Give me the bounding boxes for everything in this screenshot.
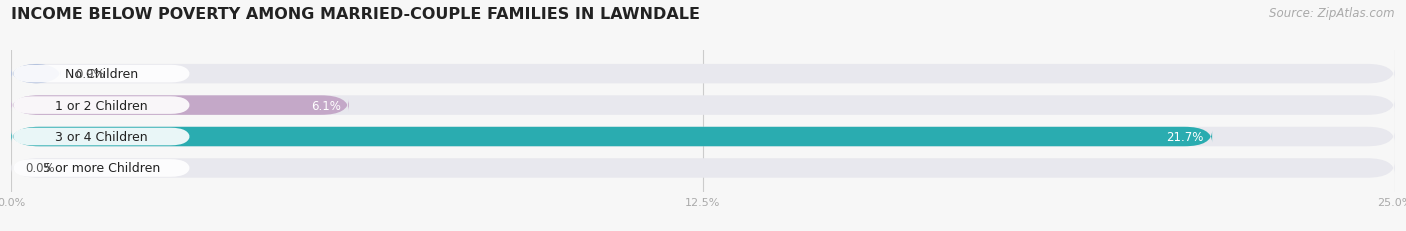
FancyBboxPatch shape (13, 159, 190, 177)
Text: 6.1%: 6.1% (311, 99, 340, 112)
FancyBboxPatch shape (13, 66, 190, 83)
FancyBboxPatch shape (13, 97, 190, 114)
FancyBboxPatch shape (11, 127, 1395, 147)
FancyBboxPatch shape (11, 65, 1395, 84)
Text: No Children: No Children (65, 68, 138, 81)
FancyBboxPatch shape (11, 96, 1395, 115)
Text: INCOME BELOW POVERTY AMONG MARRIED-COUPLE FAMILIES IN LAWNDALE: INCOME BELOW POVERTY AMONG MARRIED-COUPL… (11, 7, 700, 22)
Text: 5 or more Children: 5 or more Children (42, 162, 160, 175)
Text: 0.0%: 0.0% (25, 162, 55, 175)
Text: Source: ZipAtlas.com: Source: ZipAtlas.com (1270, 7, 1395, 20)
FancyBboxPatch shape (11, 127, 1212, 147)
FancyBboxPatch shape (11, 96, 349, 115)
FancyBboxPatch shape (13, 128, 190, 146)
Text: 0.9%: 0.9% (75, 68, 104, 81)
Text: 3 or 4 Children: 3 or 4 Children (55, 131, 148, 143)
Text: 21.7%: 21.7% (1167, 131, 1204, 143)
Text: 1 or 2 Children: 1 or 2 Children (55, 99, 148, 112)
FancyBboxPatch shape (11, 158, 1395, 178)
FancyBboxPatch shape (11, 65, 60, 84)
